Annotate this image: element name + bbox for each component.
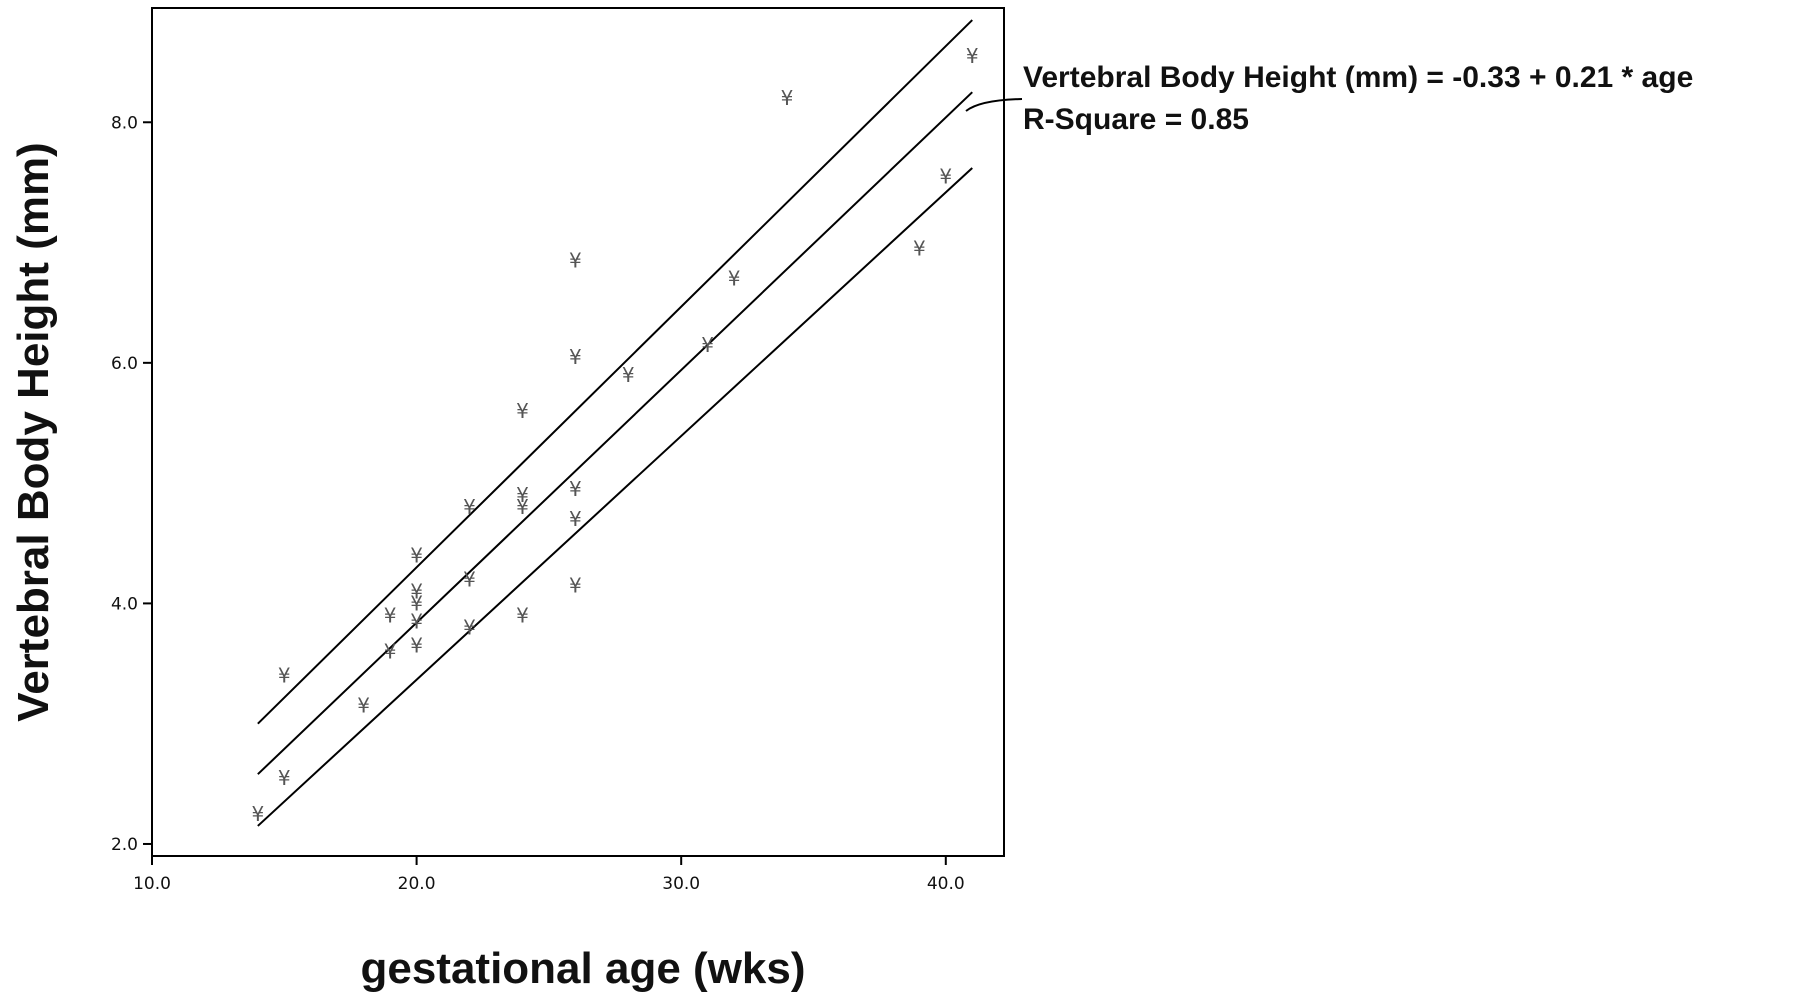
data-point: ¥ [463,567,476,591]
data-point: ¥ [410,579,423,603]
x-tick-label: 40.0 [927,874,965,894]
data-point: ¥ [622,363,635,387]
data-point: ¥ [516,495,529,519]
x-tick-label: 30.0 [662,874,700,894]
y-axis-title: Vertebral Body Height (mm) [9,142,58,721]
data-point: ¥ [278,664,291,688]
x-tick-label: 10.0 [133,874,171,894]
y-axis-ticks: 2.0 4.0 6.0 8.0 [111,113,152,855]
plot-frame [151,7,1005,857]
data-point: ¥ [384,640,397,664]
data-point: ¥ [701,333,714,357]
data-point: ¥ [410,634,423,658]
data-point: ¥ [410,591,423,615]
upper-confidence-line [257,19,973,725]
data-point: ¥ [516,399,529,423]
y-tick-label: 4.0 [111,594,138,614]
data-point: ¥ [410,609,423,633]
regression-lines [257,19,973,827]
data-point: ¥ [410,543,423,567]
data-point: ¥ [569,249,582,273]
data-point: ¥ [781,86,794,110]
regression-equation: Vertebral Body Height (mm) = -0.33 + 0.2… [1023,61,1693,94]
lower-confidence-line [257,167,973,827]
data-point: ¥ [463,495,476,519]
data-point: ¥ [913,237,926,261]
data-point: ¥ [516,483,529,507]
x-tick-label: 20.0 [398,874,436,894]
data-point: ¥ [463,615,476,639]
data-point: ¥ [357,694,370,718]
x-axis-ticks: 10.0 20.0 30.0 40.0 [133,856,965,894]
data-point: ¥ [728,267,741,291]
fit-line [257,91,973,775]
data-point: ¥ [939,164,952,188]
data-point: ¥ [278,766,291,790]
data-point: ¥ [569,573,582,597]
data-point: ¥ [569,507,582,531]
data-point: ¥ [569,477,582,501]
data-points: ¥¥¥¥¥¥¥¥¥¥¥¥¥¥¥¥¥¥¥¥¥¥¥¥¥¥¥¥¥¥ [251,44,978,826]
y-tick-label: 8.0 [111,113,138,133]
data-point: ¥ [569,345,582,369]
x-axis-title: gestational age (wks) [360,944,805,993]
y-tick-label: 2.0 [111,835,138,855]
data-point: ¥ [966,44,979,68]
annotation-leader-line [965,98,1023,112]
data-point: ¥ [516,603,529,627]
y-tick-label: 6.0 [111,354,138,374]
r-square-label: R-Square = 0.85 [1023,103,1249,136]
data-point: ¥ [384,603,397,627]
data-point: ¥ [251,802,264,826]
